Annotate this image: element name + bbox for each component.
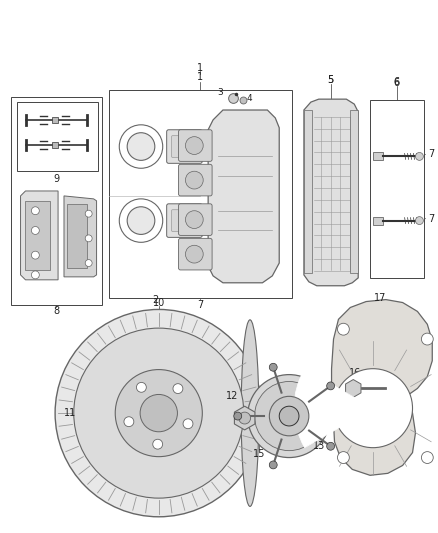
Circle shape [337, 451, 350, 464]
Text: 10: 10 [153, 297, 165, 308]
Circle shape [185, 171, 203, 189]
Circle shape [115, 369, 202, 457]
Bar [110, 90, 292, 297]
Circle shape [32, 271, 39, 279]
Circle shape [85, 235, 92, 242]
Text: 7: 7 [197, 300, 203, 310]
Bar [373, 216, 383, 224]
Bar [67, 204, 87, 268]
Text: 8: 8 [53, 306, 59, 317]
Bar [52, 142, 58, 148]
Ellipse shape [241, 320, 259, 506]
Text: 12: 12 [226, 391, 238, 401]
Text: 3: 3 [217, 88, 223, 96]
Circle shape [254, 382, 324, 450]
Bar [304, 110, 312, 273]
Text: 4: 4 [247, 94, 252, 103]
Circle shape [32, 207, 39, 215]
Circle shape [269, 364, 277, 371]
Text: 9: 9 [53, 174, 59, 184]
Text: 5: 5 [328, 75, 334, 85]
Circle shape [421, 333, 433, 345]
Circle shape [185, 136, 203, 155]
Circle shape [327, 442, 335, 450]
Circle shape [127, 133, 155, 160]
Circle shape [119, 125, 163, 168]
Circle shape [119, 199, 163, 243]
Text: 6: 6 [394, 77, 400, 87]
Bar [370, 100, 424, 278]
Circle shape [183, 419, 193, 429]
Circle shape [247, 375, 331, 457]
Circle shape [416, 216, 424, 224]
Circle shape [153, 439, 162, 449]
FancyBboxPatch shape [179, 238, 212, 270]
Circle shape [32, 251, 39, 259]
Text: 17: 17 [374, 293, 386, 303]
Circle shape [127, 207, 155, 235]
FancyBboxPatch shape [172, 136, 197, 157]
Polygon shape [208, 110, 279, 283]
Circle shape [55, 310, 262, 517]
FancyBboxPatch shape [179, 204, 212, 236]
FancyBboxPatch shape [179, 164, 212, 196]
Polygon shape [64, 196, 96, 277]
Circle shape [32, 227, 39, 235]
Circle shape [124, 417, 134, 426]
Circle shape [185, 211, 203, 229]
Circle shape [327, 382, 335, 390]
Polygon shape [234, 406, 255, 430]
Polygon shape [21, 191, 58, 280]
Text: 13: 13 [313, 441, 325, 451]
Circle shape [85, 260, 92, 266]
Text: 5: 5 [328, 75, 334, 85]
FancyBboxPatch shape [172, 209, 197, 231]
Circle shape [140, 394, 177, 432]
Polygon shape [304, 99, 358, 286]
Circle shape [269, 397, 309, 436]
Bar [350, 110, 358, 273]
Circle shape [137, 382, 146, 392]
Circle shape [421, 451, 433, 464]
Text: 11: 11 [64, 408, 76, 418]
Text: 6: 6 [394, 78, 400, 88]
Text: 16: 16 [349, 368, 361, 378]
Text: 14: 14 [311, 385, 323, 395]
Circle shape [185, 245, 203, 263]
FancyBboxPatch shape [179, 130, 212, 161]
Circle shape [333, 369, 413, 448]
Circle shape [173, 384, 183, 393]
Text: 7: 7 [428, 214, 434, 224]
Text: 1: 1 [197, 72, 203, 83]
Text: 15: 15 [253, 449, 266, 458]
Wedge shape [294, 369, 373, 448]
Text: 1: 1 [197, 62, 203, 72]
Text: 2: 2 [153, 295, 159, 304]
Circle shape [239, 412, 251, 424]
Circle shape [337, 324, 350, 335]
Bar [11, 97, 102, 304]
Circle shape [269, 461, 277, 469]
Bar [17, 102, 98, 171]
Circle shape [85, 210, 92, 217]
Bar [373, 152, 383, 160]
Polygon shape [332, 300, 432, 475]
Text: 7: 7 [428, 149, 434, 159]
Circle shape [416, 152, 424, 160]
FancyBboxPatch shape [167, 204, 202, 237]
Bar [25, 201, 50, 270]
Circle shape [74, 328, 244, 498]
Circle shape [279, 406, 299, 426]
Bar [52, 117, 58, 123]
Circle shape [234, 412, 242, 420]
FancyBboxPatch shape [167, 130, 202, 163]
